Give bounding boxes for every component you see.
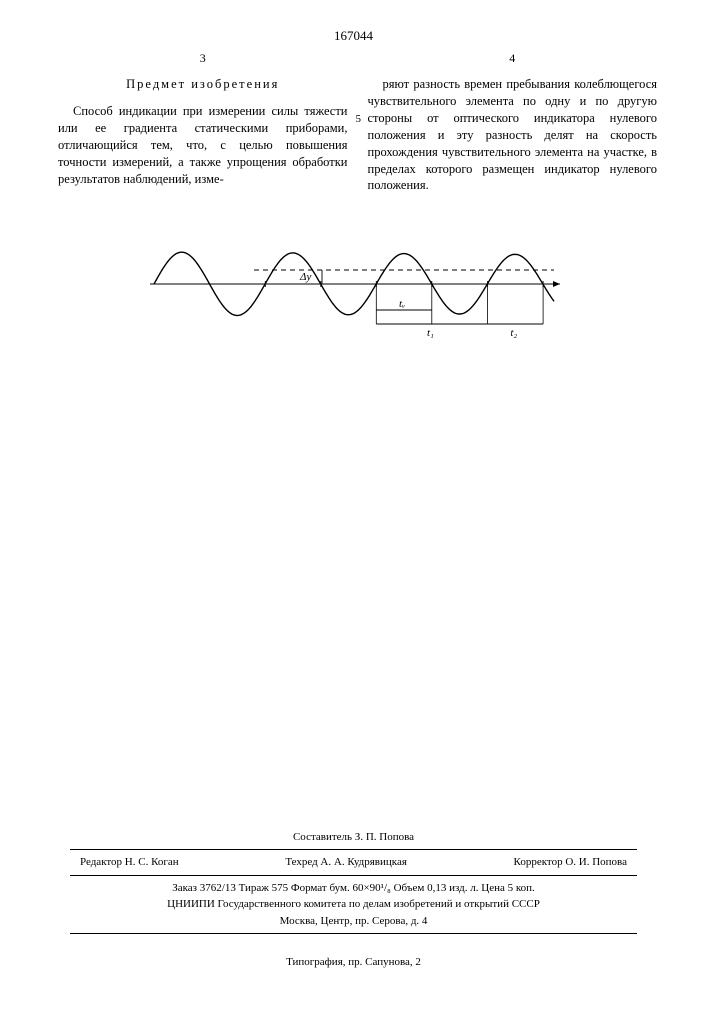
line-number-marker: 5 bbox=[356, 112, 362, 127]
svg-text:t₁: t₁ bbox=[426, 327, 433, 339]
editor-credit: Редактор Н. С. Коган bbox=[80, 854, 179, 871]
pub-line-3: Москва, Центр, пр. Серова, д. 4 bbox=[70, 913, 637, 930]
left-column: 3 Предмет изобретения Способ индикации п… bbox=[58, 50, 348, 194]
sine-wave-diagram: tΔytᵥt₁t₂ bbox=[144, 224, 564, 344]
footer-divider bbox=[70, 933, 637, 934]
corrector-credit: Корректор О. И. Попова bbox=[514, 854, 627, 871]
compiler-line: Составитель З. П. Попова bbox=[70, 829, 637, 846]
right-column: 4 5 ряют разность времен пребывания коле… bbox=[368, 50, 658, 194]
footer-block: Составитель З. П. Попова Редактор Н. С. … bbox=[0, 829, 707, 939]
right-paragraph: ряют разность времен пребывания колеблющ… bbox=[368, 76, 658, 194]
right-col-page-num: 4 bbox=[368, 50, 658, 66]
pub-line-1: Заказ 3762/13 Тираж 575 Формат бум. 60×9… bbox=[70, 880, 637, 897]
typography-line: Типография, пр. Сапунова, 2 bbox=[0, 956, 707, 968]
svg-text:Δy: Δy bbox=[299, 271, 311, 283]
footer-divider bbox=[70, 849, 637, 850]
svg-text:t₂: t₂ bbox=[510, 327, 517, 339]
credits-row: Редактор Н. С. Коган Техред А. А. Кудряв… bbox=[70, 854, 637, 871]
text-columns: 3 Предмет изобретения Способ индикации п… bbox=[0, 50, 707, 194]
footer-divider bbox=[70, 875, 637, 876]
left-paragraph: Способ индикации при измерении силы тяже… bbox=[58, 103, 348, 187]
left-col-page-num: 3 bbox=[58, 50, 348, 66]
svg-text:tᵥ: tᵥ bbox=[399, 298, 405, 310]
tech-editor-credit: Техред А. А. Кудрявицкая bbox=[285, 854, 407, 871]
pub-line-2: ЦНИИПИ Государственного комитета по дела… bbox=[70, 896, 637, 913]
doc-number: 167044 bbox=[0, 28, 707, 44]
subject-heading: Предмет изобретения bbox=[58, 76, 348, 93]
diagram-container: tΔytᵥt₁t₂ bbox=[0, 224, 707, 349]
